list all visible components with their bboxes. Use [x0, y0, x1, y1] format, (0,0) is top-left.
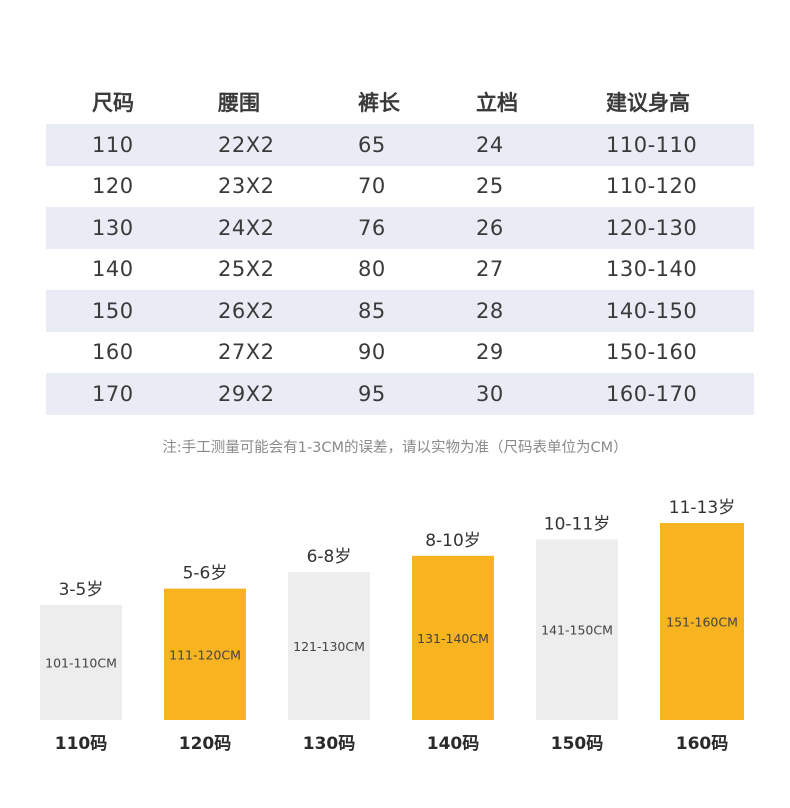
cell-suggested-height: 130-140: [606, 257, 698, 282]
table-row: 120 23X2 70 25 110-120: [46, 166, 754, 208]
cell-rise: 30: [476, 381, 504, 406]
size-bar: [412, 555, 494, 720]
category-tick-label: 160码: [676, 734, 729, 754]
size-bar: [40, 605, 122, 720]
cell-size: 170: [92, 381, 134, 406]
bar-age-label: 3-5岁: [59, 580, 104, 600]
cell-size: 120: [92, 174, 134, 199]
table-row: 170 29X2 95 30 160-170: [46, 373, 754, 415]
cell-rise: 24: [476, 132, 504, 157]
cell-pants-length: 80: [358, 257, 386, 282]
cell-rise: 26: [476, 215, 504, 240]
measurement-note: 注:手工测量可能会有1-3CM的误差，请以实物为准（尺码表单位为CM）: [162, 440, 628, 456]
cell-rise: 28: [476, 298, 504, 323]
header-waist: 腰围: [218, 91, 260, 115]
table-header: 尺码 腰围 裤长 立档 建议身高: [46, 80, 754, 124]
table-row: 160 27X2 90 29 150-160: [46, 332, 754, 374]
category-tick-label: 120码: [179, 734, 232, 754]
bar-age-label: 11-13岁: [669, 498, 735, 518]
cell-rise: 29: [476, 340, 504, 365]
size-table: 尺码 腰围 裤长 立档 建议身高 110 22X2 65 24 110-110 120 23…: [46, 80, 754, 415]
category-tick-label: 110码: [55, 734, 108, 754]
bar-height-label: 121-130CM: [293, 639, 365, 654]
header-size: 尺码: [92, 91, 134, 115]
size-bar: [288, 572, 370, 720]
header-rise: 立档: [476, 91, 518, 115]
size-bar: [536, 539, 618, 720]
bar-height-label: 101-110CM: [45, 656, 117, 671]
cell-waist: 25X2: [218, 257, 275, 282]
cell-waist: 24X2: [218, 215, 275, 240]
cell-pants-length: 70: [358, 174, 386, 199]
cell-suggested-height: 120-130: [606, 215, 698, 240]
bar-age-label: 10-11岁: [544, 514, 610, 534]
bar-age-label: 5-6岁: [183, 564, 228, 584]
cell-pants-length: 65: [358, 132, 386, 157]
cell-waist: 27X2: [218, 340, 275, 365]
header-suggested-height: 建议身高: [606, 91, 690, 115]
table-row: 130 24X2 76 26 120-130: [46, 207, 754, 249]
cell-pants-length: 85: [358, 298, 386, 323]
bar-age-label: 6-8岁: [307, 547, 352, 567]
cell-suggested-height: 150-160: [606, 340, 698, 365]
bar-height-label: 111-120CM: [169, 647, 241, 662]
header-pants-length: 裤长: [358, 91, 400, 115]
cell-suggested-height: 110-120: [606, 174, 698, 199]
cell-rise: 27: [476, 257, 504, 282]
size-bar: [164, 588, 246, 720]
category-tick-label: 140码: [427, 734, 480, 754]
category-tick-label: 150码: [551, 734, 604, 754]
table-row: 140 25X2 80 27 130-140: [46, 249, 754, 291]
cell-pants-length: 90: [358, 340, 386, 365]
cell-waist: 22X2: [218, 132, 275, 157]
cell-suggested-height: 160-170: [606, 381, 698, 406]
bar-height-label: 151-160CM: [666, 615, 738, 630]
cell-size: 150: [92, 298, 134, 323]
cell-size: 110: [92, 132, 134, 157]
bar-age-label: 8-10岁: [425, 531, 481, 551]
cell-pants-length: 76: [358, 215, 386, 240]
bar-height-label: 131-140CM: [417, 631, 489, 646]
cell-size: 130: [92, 215, 134, 240]
cell-rise: 25: [476, 174, 504, 199]
table-body: 110 22X2 65 24 110-110 120 23X2 70 25 110-120 130 2…: [46, 124, 754, 415]
size-bar: [660, 523, 744, 720]
cell-size: 140: [92, 257, 134, 282]
table-row: 110 22X2 65 24 110-110: [46, 124, 754, 166]
cell-waist: 23X2: [218, 174, 275, 199]
category-tick-label: 130码: [303, 734, 356, 754]
cell-waist: 26X2: [218, 298, 275, 323]
cell-size: 160: [92, 340, 134, 365]
cell-waist: 29X2: [218, 381, 275, 406]
cell-suggested-height: 110-110: [606, 132, 698, 157]
cell-suggested-height: 140-150: [606, 298, 698, 323]
bar-height-label: 141-150CM: [541, 623, 613, 638]
cell-pants-length: 95: [358, 381, 386, 406]
table-row: 150 26X2 85 28 140-150: [46, 290, 754, 332]
